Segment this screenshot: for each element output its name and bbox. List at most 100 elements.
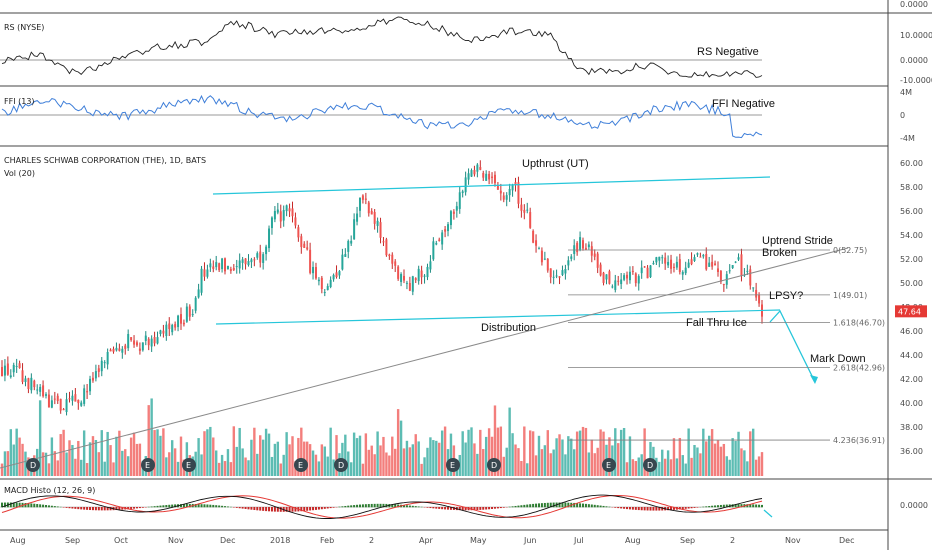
macd-hist-bar xyxy=(65,507,68,508)
volume-bar xyxy=(728,459,731,476)
macd-hist-bar xyxy=(241,507,244,509)
candle-body xyxy=(749,269,752,286)
macd-hist-bar xyxy=(247,507,250,510)
upper-channel-line xyxy=(212,176,771,195)
candle-body xyxy=(42,385,45,397)
volume-bar xyxy=(643,428,646,476)
candle-body xyxy=(746,270,749,272)
macd-hist-bar xyxy=(379,503,382,508)
candle-body xyxy=(86,391,89,393)
volume-bar xyxy=(619,429,623,476)
volume-bar xyxy=(555,438,558,476)
macd-hist-bar xyxy=(215,505,218,508)
volume-bar xyxy=(710,429,714,476)
volume-bar xyxy=(523,426,526,476)
volume-bar xyxy=(226,449,230,476)
volume-bar xyxy=(484,436,488,476)
candle-body xyxy=(18,363,21,368)
macd-hist-bar xyxy=(464,507,467,511)
macd-hist-bar xyxy=(358,504,361,508)
volume-bar xyxy=(743,450,746,476)
candle-body xyxy=(353,219,356,240)
volume-bar xyxy=(74,458,77,476)
macd-hist-bar xyxy=(755,504,758,508)
candle-body xyxy=(605,274,608,280)
macd-hist-bar xyxy=(535,503,538,508)
fib-label: 0(52.75) xyxy=(833,246,867,255)
volume-bar xyxy=(352,432,356,476)
volume-bar xyxy=(320,444,324,476)
volume-bar xyxy=(335,435,338,476)
macd-hist-bar xyxy=(461,507,464,511)
macd-hist-bar xyxy=(414,506,417,508)
candle-body xyxy=(461,191,464,193)
macd-hist-bar xyxy=(130,507,133,509)
macd-hist-bar xyxy=(332,507,335,508)
candle-body xyxy=(464,177,467,193)
price-tick-label: 60.00 xyxy=(900,159,923,168)
macd-hist-bar xyxy=(294,507,297,512)
x-tick-label: 2 xyxy=(369,536,374,545)
price-title: CHARLES SCHWAB CORPORATION (THE), 1D, BA… xyxy=(4,156,206,165)
event-label: D xyxy=(338,461,344,470)
candle-body xyxy=(684,267,687,274)
candle-body xyxy=(320,277,323,290)
volume-bar xyxy=(558,434,561,476)
volume-bar xyxy=(702,428,705,476)
volume-bar xyxy=(737,431,740,476)
x-tick-label: May xyxy=(470,536,487,545)
candle-body xyxy=(238,260,241,269)
volume-bar xyxy=(358,435,362,476)
event-label: D xyxy=(647,461,653,470)
macd-hist-bar xyxy=(262,507,265,511)
volume-bar xyxy=(385,452,388,476)
candle-body xyxy=(244,258,247,265)
candle-body xyxy=(226,265,229,270)
candle-body xyxy=(109,349,112,352)
candle-body xyxy=(634,273,637,284)
macd-hist-bar xyxy=(417,506,420,508)
volume-bar xyxy=(165,457,168,476)
macd-hist-bar xyxy=(473,507,476,511)
volume-bar xyxy=(690,457,693,476)
rs-series xyxy=(0,16,763,78)
macd-hist-bar xyxy=(681,507,684,510)
macd-hist-bar xyxy=(543,502,546,508)
candle-body xyxy=(250,259,253,263)
x-tick-label: Jun xyxy=(523,536,537,545)
candle-body xyxy=(338,271,341,276)
candle-body xyxy=(526,209,529,211)
volume-bar xyxy=(355,438,359,476)
volume-bar xyxy=(197,438,200,476)
event-label: E xyxy=(606,461,611,470)
macd-hist-bar xyxy=(350,505,353,508)
macd-hist-bar xyxy=(564,502,567,508)
macd-hist-bar xyxy=(156,505,159,508)
candle-body xyxy=(24,378,27,382)
volume-bar xyxy=(361,463,365,476)
macd-hist-bar xyxy=(517,505,520,508)
volume-bar xyxy=(135,443,139,476)
candle-body xyxy=(388,254,391,257)
macd-hist-bar xyxy=(514,505,517,508)
candle-body xyxy=(133,340,136,345)
volume-bar xyxy=(80,459,83,476)
candle-body xyxy=(39,386,42,392)
x-tick-label: Aug xyxy=(625,536,641,545)
candle-body xyxy=(470,170,473,177)
candle-body xyxy=(300,236,303,248)
volume-bar xyxy=(637,457,640,476)
volume-bar xyxy=(417,441,420,476)
macd-hist-bar xyxy=(226,506,229,508)
candle-body xyxy=(273,211,276,220)
candle-body xyxy=(447,224,450,232)
candle-body xyxy=(584,247,587,250)
candle-body xyxy=(496,185,499,190)
volume-bar xyxy=(232,426,236,476)
candle-body xyxy=(361,195,364,200)
candle-body xyxy=(270,217,273,229)
macd-hist-bar xyxy=(746,504,749,508)
candle-body xyxy=(370,210,373,215)
volume-bar xyxy=(528,430,532,476)
volume-bar xyxy=(6,451,10,476)
